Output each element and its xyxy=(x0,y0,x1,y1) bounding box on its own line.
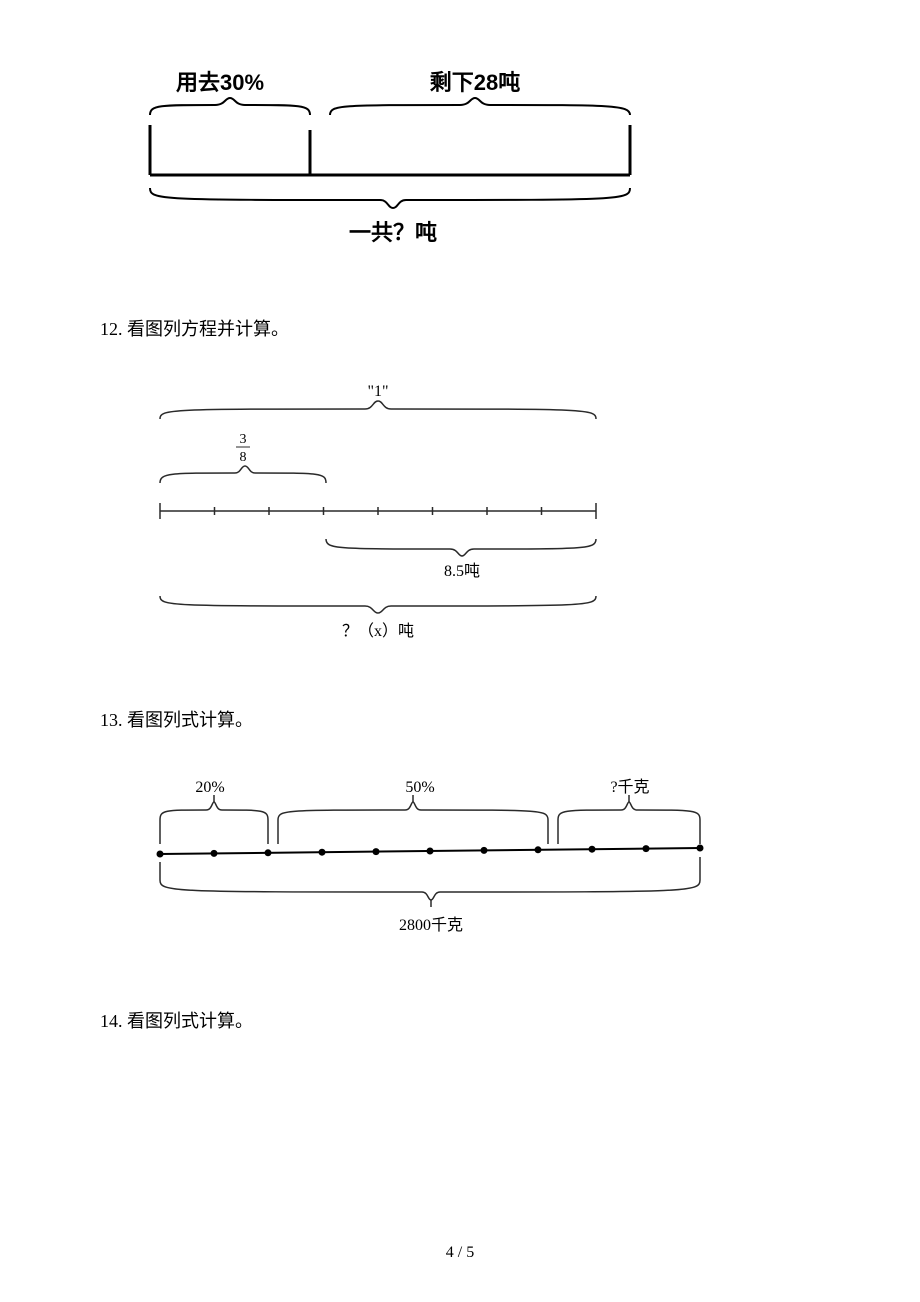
d12-remain-label: 8.5吨 xyxy=(444,562,480,580)
d12-brace-top xyxy=(160,401,596,419)
d12-brace-frac xyxy=(160,466,326,483)
d13-seg1-label: 20% xyxy=(195,779,224,796)
d13-seg3-label: ?千克 xyxy=(610,778,649,796)
d12-frac-den: 8 xyxy=(240,450,247,465)
diagram-13: 20% 50% ?千克 xyxy=(130,762,820,957)
d12-bottom-label: ？（x）吨 xyxy=(342,622,414,640)
question-12: 12. 看图列方程并计算。 xyxy=(100,315,820,341)
brace-top-right xyxy=(330,98,630,115)
label-remaining: 剩下28吨 xyxy=(430,70,520,95)
d13-brace1 xyxy=(160,802,268,820)
d12-top-label: "1" xyxy=(367,383,388,400)
label-total: 一共？吨 xyxy=(349,220,437,245)
d13-brace2 xyxy=(278,802,548,820)
q12-text: 看图列方程并计算。 xyxy=(127,319,289,339)
d12-brace-bottom xyxy=(160,596,596,613)
d12-frac-num: 3 xyxy=(240,432,247,447)
page-container: 用去30% 剩下28吨 一共？吨 12. 看图列方程并计算。 "1" xyxy=(0,0,920,1103)
q13-number: 13. xyxy=(100,710,123,730)
q13-text: 看图列式计算。 xyxy=(127,710,253,730)
diagram-11-svg: 用去30% 剩下28吨 一共？吨 xyxy=(130,60,650,260)
label-used: 用去30% xyxy=(176,70,264,95)
question-13: 13. 看图列式计算。 xyxy=(100,706,820,732)
q12-number: 12. xyxy=(100,319,123,339)
diagram-11: 用去30% 剩下28吨 一共？吨 xyxy=(130,60,820,265)
d13-seg2-label: 50% xyxy=(405,779,434,796)
brace-bottom xyxy=(150,188,630,208)
page-number: 4 / 5 xyxy=(0,1244,920,1262)
q14-text: 看图列式计算。 xyxy=(127,1011,253,1031)
diagram-12: "1" 3 8 8.5吨 xyxy=(130,371,820,656)
diagram-12-svg: "1" 3 8 8.5吨 xyxy=(130,371,630,651)
d13-brace-bottom xyxy=(160,880,700,900)
brace-top-left xyxy=(150,98,310,115)
diagram-13-svg: 20% 50% ?千克 xyxy=(130,762,710,952)
d13-dots xyxy=(157,845,704,858)
d13-total-label: 2800千克 xyxy=(399,916,463,934)
d13-brace3 xyxy=(558,802,700,820)
d12-brace-remain xyxy=(326,539,596,556)
question-14: 14. 看图列式计算。 xyxy=(100,1007,820,1033)
q14-number: 14. xyxy=(100,1011,123,1031)
